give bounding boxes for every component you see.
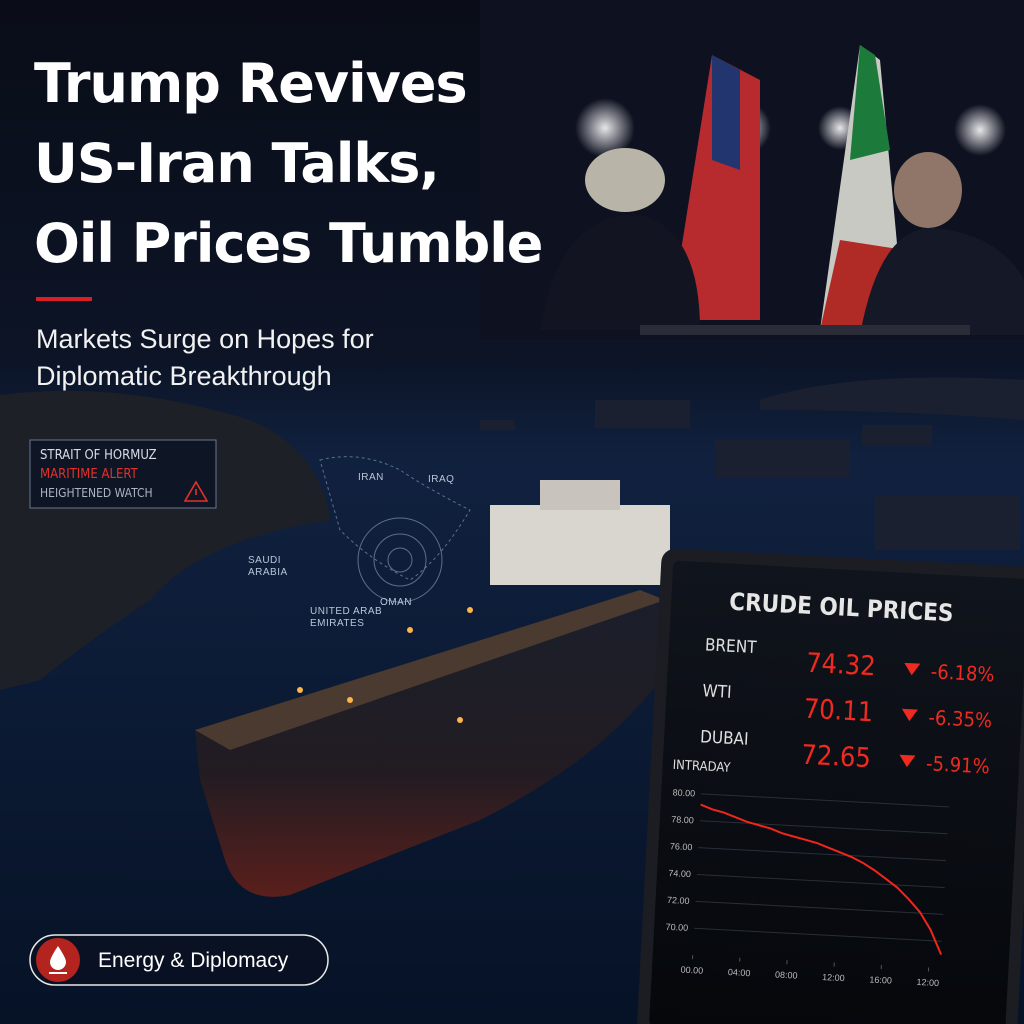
map-label: IRAQ: [428, 474, 454, 485]
map-label: UNITED ARAB: [310, 606, 382, 617]
x-tick-label: 00.00: [680, 965, 703, 976]
ticker-name: WTI: [702, 681, 732, 702]
x-tick-label: 12:00: [916, 977, 939, 988]
map-label: SAUDI: [248, 555, 281, 566]
map-label: IRAN: [358, 472, 384, 483]
map-label: EMIRATES: [310, 618, 364, 629]
grid-line: [699, 820, 948, 835]
down-arrow: [904, 662, 921, 676]
grid-line: [694, 927, 942, 942]
y-tick-label: 78.00: [671, 814, 694, 825]
x-tick-label: 04:00: [728, 967, 751, 978]
x-tick-label: 16:00: [869, 974, 892, 985]
y-tick-label: 76.00: [670, 841, 693, 852]
headline-line: Trump Revives: [34, 52, 467, 115]
x-tick-label: 12:00: [822, 972, 845, 983]
grid-line: [701, 793, 949, 808]
distant-ships: [480, 400, 1020, 550]
ticker-name: DUBAI: [700, 727, 749, 750]
grid-line: [696, 874, 945, 888]
subtitle-line: Diplomatic Breakthrough: [36, 361, 332, 391]
ticker-name: BRENT: [704, 635, 757, 658]
down-arrow: [901, 708, 918, 722]
alert-level: HEIGHTENED WATCH: [40, 486, 153, 500]
tanker: [195, 480, 670, 897]
headline-line: US-Iran Talks,: [34, 132, 439, 195]
price-line: [700, 803, 943, 956]
down-arrow: [899, 754, 916, 768]
y-tick-label: 72.00: [667, 895, 690, 906]
subtitle: Markets Surge on Hopes for Diplomatic Bre…: [36, 324, 374, 391]
subtitle-line: Markets Surge on Hopes for: [36, 324, 374, 354]
grid-line: [695, 900, 944, 915]
map-label: OMAN: [380, 597, 412, 608]
badge-label: Energy & Diplomacy: [98, 949, 289, 972]
map-overlay: [319, 456, 471, 603]
headline: Trump Revives US-Iran Talks, Oil Prices Tu…: [34, 52, 543, 275]
y-tick-label: 70.00: [665, 922, 688, 933]
ticker-price: 74.32: [805, 648, 876, 683]
ticker-change: -6.35%: [928, 705, 993, 732]
conference-scene: [480, 0, 1024, 340]
ticker-price: 72.65: [801, 740, 872, 775]
map-label: ARABIA: [248, 567, 288, 578]
alert-status: MARITIME ALERT: [40, 467, 139, 482]
far-coast: [760, 377, 1024, 420]
chart-title: INTRADAY: [672, 758, 731, 776]
ticker-change: -5.91%: [925, 751, 990, 778]
accent-rule: [36, 297, 92, 301]
alert-box: STRAIT OF HORMUZ MARITIME ALERT HEIGHTEN…: [29, 439, 217, 509]
ticker-change: -6.18%: [930, 659, 995, 686]
ticker-price: 70.11: [803, 694, 874, 729]
y-tick-label: 80.00: [672, 787, 695, 798]
alert-title: STRAIT OF HORMUZ: [40, 448, 157, 463]
y-tick-label: 74.00: [668, 868, 691, 879]
headline-line: Oil Prices Tumble: [34, 212, 542, 275]
x-tick-label: 08:00: [775, 970, 798, 981]
category-badge: Energy & Diplomacy: [29, 934, 329, 986]
grid-line: [698, 847, 947, 862]
